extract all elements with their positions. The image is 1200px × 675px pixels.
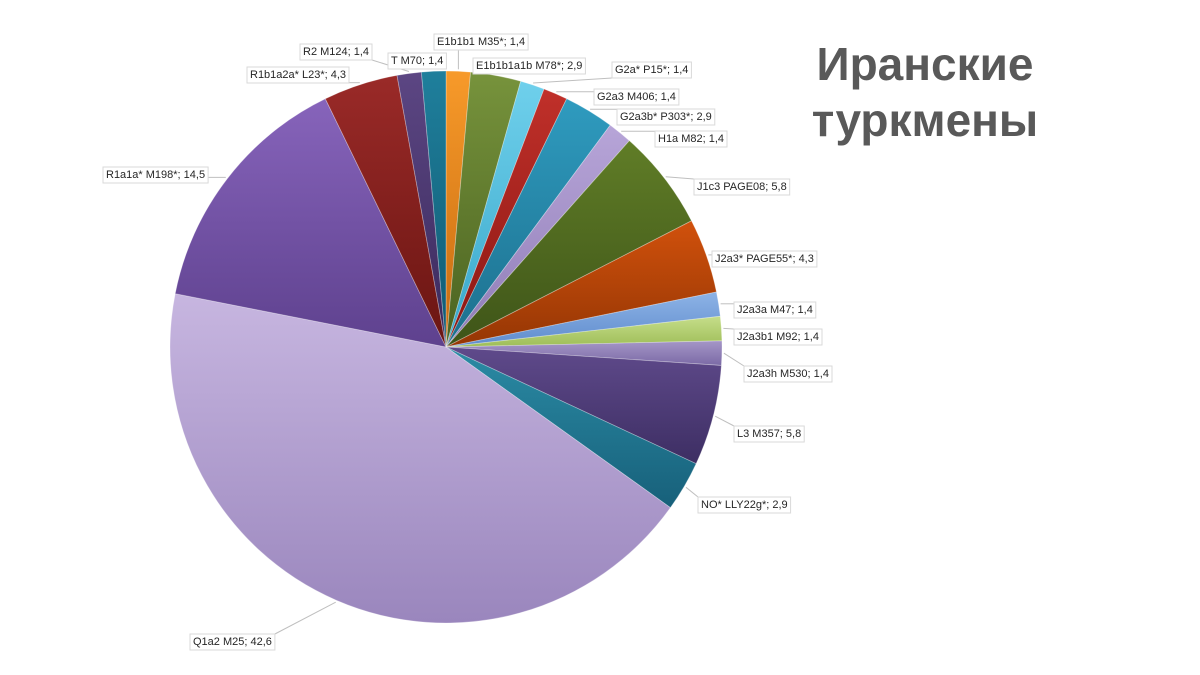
pie-slice-g2a-p15 — [445, 80, 545, 348]
slide-title: Иранские туркмены — [790, 36, 1060, 148]
pie-slices — [169, 70, 723, 624]
data-label: R1a1a* M198*; 14,5 — [106, 169, 205, 181]
leader-line — [533, 77, 613, 84]
data-label-box — [711, 250, 818, 268]
leader-line — [714, 415, 735, 427]
pie-slice-e1b1b1a1b-m78 — [445, 71, 522, 348]
data-label-box — [593, 88, 680, 106]
leader-line — [723, 327, 735, 330]
data-label: NO* LLY22g*; 2,9 — [701, 499, 788, 511]
data-label-box — [246, 66, 350, 84]
data-label-box — [433, 33, 529, 51]
data-label: J2a3* PAGE55*; 4,3 — [715, 253, 814, 265]
data-label: L3 M357; 5,8 — [737, 428, 801, 440]
data-labels: E1b1b1 M35*; 1,4 E1b1b1a1b M78*; 2,9 G2a* … — [102, 33, 833, 651]
pie-slice-r1a1a-m198 — [174, 98, 447, 348]
leader-line — [665, 176, 695, 180]
data-label-box — [654, 130, 728, 148]
data-label-box — [299, 43, 373, 61]
data-label: Q1a2 M25; 42,6 — [193, 636, 272, 648]
data-label-box — [733, 301, 817, 319]
pie-slice-h1a-m82 — [445, 124, 630, 348]
data-label-box — [102, 166, 209, 184]
pie-slice-g2a3-m406 — [445, 88, 568, 348]
pie-slice-j1c3-page08 — [445, 140, 693, 348]
data-label: J2a3b1 M92; 1,4 — [737, 331, 819, 343]
data-label: E1b1b1a1b M78*; 2,9 — [476, 60, 582, 72]
data-label-box — [697, 496, 792, 514]
pie-slice-g2a3b-p303 — [445, 98, 611, 348]
pie-slice-j2a3a-m47 — [445, 291, 721, 348]
data-label: J2a3a M47; 1,4 — [737, 304, 813, 316]
pie-slice-t-m70 — [420, 70, 447, 348]
data-label: E1b1b1 M35*; 1,4 — [437, 36, 525, 48]
leader-line — [274, 601, 336, 635]
data-label-box — [472, 57, 586, 75]
data-label: H1a M82; 1,4 — [658, 133, 724, 145]
data-label-box — [387, 52, 447, 70]
data-label-box — [693, 178, 791, 196]
pie-slice-j2a3h-m530 — [445, 340, 723, 366]
leader-line — [685, 486, 699, 498]
data-label-box — [733, 425, 805, 443]
pie-slice-q1a2-m25 — [169, 293, 671, 624]
pie-slice-l3-m357 — [445, 346, 722, 465]
data-label: R2 M124; 1,4 — [303, 46, 369, 58]
data-label-box — [616, 108, 716, 126]
leader-line — [723, 352, 745, 367]
pie-slice-j2a3b1-m92 — [445, 315, 723, 348]
data-label: G2a3 M406; 1,4 — [597, 91, 676, 103]
data-label-box — [611, 61, 692, 79]
data-label: R1b1a2a* L23*; 4,3 — [250, 69, 346, 81]
pie-slice-no-lly22g — [445, 346, 697, 509]
data-label: J1c3 PAGE08; 5,8 — [697, 181, 787, 193]
data-label: T M70; 1,4 — [391, 55, 443, 67]
slide-title-line-1: Иранские — [816, 38, 1034, 90]
pie-slice-r1b1a2a-l23 — [324, 74, 447, 348]
data-label: G2a* P15*; 1,4 — [615, 64, 688, 76]
data-label-box — [743, 365, 833, 383]
data-label: G2a3b* P303*; 2,9 — [620, 111, 712, 123]
data-label: J2a3h M530; 1,4 — [747, 368, 829, 380]
pie-slice-j2a3-page55 — [445, 220, 717, 348]
data-label-box — [733, 328, 823, 346]
pie-slice-e1b1b1-m35 — [445, 70, 472, 348]
slide-title-line-2: туркмены — [811, 94, 1039, 146]
data-label-box — [189, 633, 276, 651]
pie-slice-r2-m124 — [396, 71, 447, 348]
